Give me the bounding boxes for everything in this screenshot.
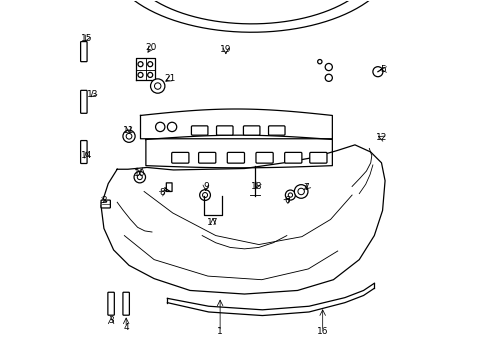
Circle shape bbox=[285, 190, 295, 200]
Circle shape bbox=[134, 171, 145, 183]
Text: 8: 8 bbox=[160, 188, 165, 197]
FancyBboxPatch shape bbox=[108, 292, 114, 315]
FancyBboxPatch shape bbox=[198, 152, 215, 163]
FancyBboxPatch shape bbox=[216, 126, 233, 135]
Text: 20: 20 bbox=[145, 43, 157, 52]
Text: 13: 13 bbox=[87, 90, 99, 99]
FancyBboxPatch shape bbox=[227, 152, 244, 163]
Circle shape bbox=[372, 67, 382, 77]
Polygon shape bbox=[145, 135, 332, 168]
Circle shape bbox=[199, 190, 210, 201]
Circle shape bbox=[137, 175, 142, 180]
FancyBboxPatch shape bbox=[101, 200, 110, 208]
Text: 10: 10 bbox=[134, 169, 145, 178]
Text: 2: 2 bbox=[101, 196, 106, 205]
Text: 9: 9 bbox=[203, 182, 208, 191]
Polygon shape bbox=[136, 58, 155, 80]
Circle shape bbox=[325, 74, 332, 81]
Text: 6: 6 bbox=[284, 196, 289, 205]
Text: 1: 1 bbox=[217, 327, 223, 336]
FancyBboxPatch shape bbox=[191, 126, 207, 135]
Text: 18: 18 bbox=[251, 182, 262, 191]
Text: 17: 17 bbox=[207, 218, 218, 227]
Polygon shape bbox=[123, 0, 379, 32]
Circle shape bbox=[167, 122, 176, 132]
FancyBboxPatch shape bbox=[243, 126, 260, 135]
Text: 19: 19 bbox=[220, 45, 231, 54]
Text: 7: 7 bbox=[303, 183, 308, 192]
Text: 11: 11 bbox=[123, 126, 135, 135]
FancyBboxPatch shape bbox=[81, 41, 87, 62]
FancyBboxPatch shape bbox=[268, 126, 285, 135]
Circle shape bbox=[147, 62, 152, 67]
Polygon shape bbox=[167, 283, 373, 316]
Polygon shape bbox=[140, 109, 332, 139]
Circle shape bbox=[138, 72, 142, 77]
Circle shape bbox=[147, 72, 152, 77]
Text: 3: 3 bbox=[108, 316, 114, 325]
FancyBboxPatch shape bbox=[81, 90, 87, 113]
Circle shape bbox=[202, 193, 207, 198]
FancyBboxPatch shape bbox=[171, 152, 188, 163]
Text: 4: 4 bbox=[123, 323, 129, 332]
Circle shape bbox=[317, 59, 321, 64]
Text: 21: 21 bbox=[164, 75, 175, 84]
Circle shape bbox=[325, 63, 332, 71]
FancyBboxPatch shape bbox=[81, 140, 87, 163]
Circle shape bbox=[154, 83, 161, 89]
Polygon shape bbox=[101, 145, 384, 294]
FancyBboxPatch shape bbox=[309, 152, 326, 163]
Circle shape bbox=[138, 62, 142, 67]
Circle shape bbox=[150, 79, 164, 93]
Circle shape bbox=[122, 130, 135, 142]
Circle shape bbox=[155, 122, 164, 132]
Circle shape bbox=[126, 134, 132, 139]
Circle shape bbox=[287, 193, 292, 197]
Text: 12: 12 bbox=[375, 133, 386, 142]
Text: 16: 16 bbox=[316, 327, 328, 336]
Text: 14: 14 bbox=[81, 151, 92, 160]
FancyBboxPatch shape bbox=[122, 292, 129, 315]
Text: 5: 5 bbox=[380, 65, 386, 74]
FancyBboxPatch shape bbox=[284, 152, 301, 163]
Circle shape bbox=[294, 185, 307, 198]
FancyBboxPatch shape bbox=[255, 152, 273, 163]
Text: 15: 15 bbox=[81, 34, 92, 43]
Circle shape bbox=[297, 188, 304, 195]
